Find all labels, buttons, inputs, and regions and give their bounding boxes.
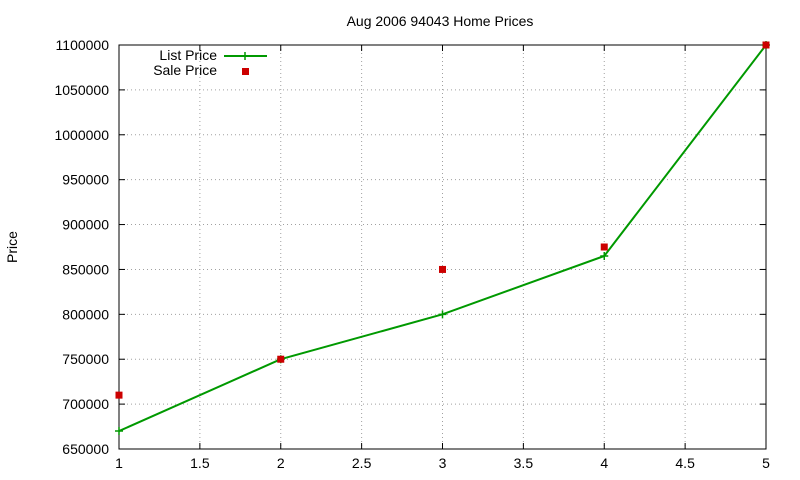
chart-title: Aug 2006 94043 Home Prices — [347, 13, 534, 29]
x-tick-label: 1.5 — [190, 455, 210, 471]
y-tick-label: 800000 — [62, 306, 109, 322]
x-tick-label: 3.5 — [514, 455, 534, 471]
sale-price-point — [277, 355, 285, 363]
x-tick-label: 1 — [115, 455, 123, 471]
x-tick-label: 2.5 — [352, 455, 372, 471]
list-price-point — [438, 310, 447, 319]
list-price-point — [115, 427, 123, 436]
sale-price-point — [439, 265, 446, 273]
legend-label-list-price: List Price — [159, 47, 217, 63]
x-tick-label: 4.5 — [675, 455, 695, 471]
grid — [119, 45, 766, 449]
y-tick-label: 750000 — [62, 351, 109, 367]
y-tick-label: 650000 — [62, 441, 109, 457]
legend-label-sale-price: Sale Price — [153, 62, 217, 78]
y-tick-label: 1050000 — [54, 82, 109, 98]
y-tick-label: 1100000 — [56, 37, 110, 53]
y-tick-label: 1000000 — [54, 127, 109, 143]
x-tick-label: 4 — [600, 455, 608, 471]
x-tick-label: 3 — [439, 455, 447, 471]
y-tick-label: 700000 — [62, 396, 109, 412]
y-tick-label: 950000 — [62, 172, 109, 188]
legend-square-marker — [242, 68, 249, 75]
y-tick-label: 850000 — [62, 261, 109, 277]
x-tick-label: 5 — [762, 455, 770, 471]
sale-price-point — [115, 391, 123, 399]
series-layer — [115, 41, 770, 436]
list-price-point — [600, 251, 609, 260]
axis-ticks: 1 1.5 2 2.5 3 3.5 4 4.5 5 650000 700000 750000 80000… — [54, 37, 770, 471]
legend: List Price Sale Price — [153, 47, 267, 78]
y-tick-label: 900000 — [62, 217, 109, 233]
sale-price-point — [600, 243, 608, 251]
y-axis-label: Price — [4, 231, 20, 263]
legend-plus-marker — [241, 52, 249, 60]
sale-price-point — [762, 41, 770, 49]
x-tick-label: 2 — [277, 455, 285, 471]
